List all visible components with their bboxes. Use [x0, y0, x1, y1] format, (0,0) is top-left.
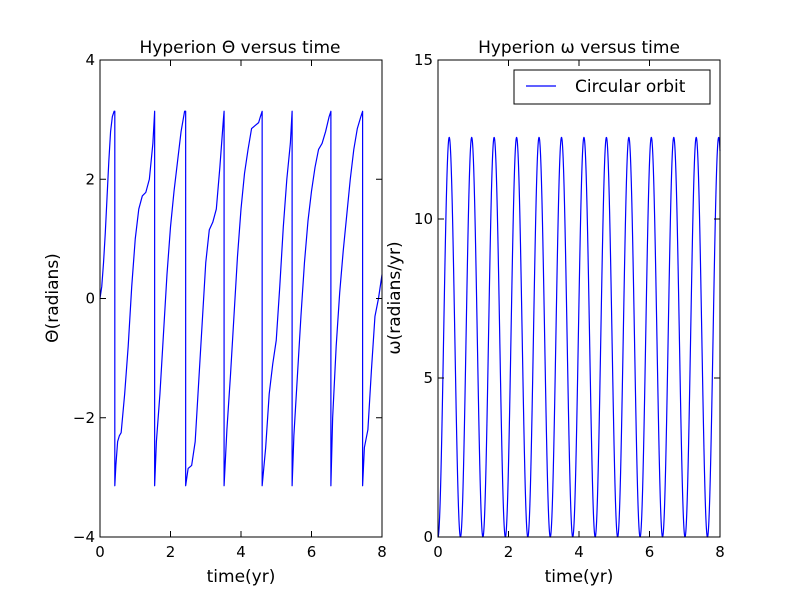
theta-series-line — [99, 110, 383, 487]
theta-ticks: 0 2 4 6 8 −4 −2 0 2 4 — [73, 51, 387, 561]
legend-box — [513, 69, 711, 105]
theta-y-tick-label: 2 — [85, 170, 95, 188]
omega-x-tick-label: 2 — [504, 543, 514, 561]
omega-y-tick-label: 5 — [423, 369, 433, 387]
theta-y-tick-label: 0 — [85, 290, 95, 308]
omega-x-tick-label: 0 — [433, 543, 443, 561]
theta-y-tick-label: −2 — [73, 409, 95, 427]
theta-chart-title: Hyperion Θ versus time — [140, 38, 341, 58]
omega-ticks: 0 2 4 6 8 0 5 10 15 — [414, 51, 725, 561]
theta-x-axis-label: time(yr) — [207, 567, 276, 587]
omega-y-tick-label: 0 — [423, 528, 433, 546]
omega-x-tick-label: 4 — [574, 543, 584, 561]
omega-y-tick-label: 10 — [414, 210, 433, 228]
omega-x-axis-label: time(yr) — [545, 567, 614, 587]
theta-y-axis-label: Θ(radians) — [43, 253, 63, 343]
omega-series-line — [437, 136, 721, 538]
legend-label: Circular orbit — [575, 77, 686, 97]
theta-y-tick-label: 4 — [85, 51, 95, 69]
legend: Circular orbit — [513, 69, 711, 105]
theta-y-tick-label: −4 — [73, 528, 95, 546]
theta-x-tick-label: 8 — [377, 543, 387, 561]
theta-x-tick-label: 4 — [236, 543, 246, 561]
omega-y-tick-label: 15 — [414, 51, 433, 69]
omega-chart-title: Hyperion ω versus time — [478, 38, 680, 58]
omega-y-axis-label: ω(radians/yr) — [385, 241, 405, 354]
omega-x-tick-label: 8 — [715, 543, 725, 561]
theta-x-tick-label: 2 — [166, 543, 176, 561]
theta-x-tick-label: 0 — [95, 543, 105, 561]
omega-x-tick-label: 6 — [645, 543, 655, 561]
omega-chart: Hyperion ω versus time 0 2 4 6 8 0 5 10 15 time(… — [385, 38, 725, 587]
theta-chart: Hyperion Θ versus time 0 2 4 6 8 −4 −2 0 2 4 time… — [43, 38, 387, 587]
theta-x-tick-label: 6 — [307, 543, 317, 561]
